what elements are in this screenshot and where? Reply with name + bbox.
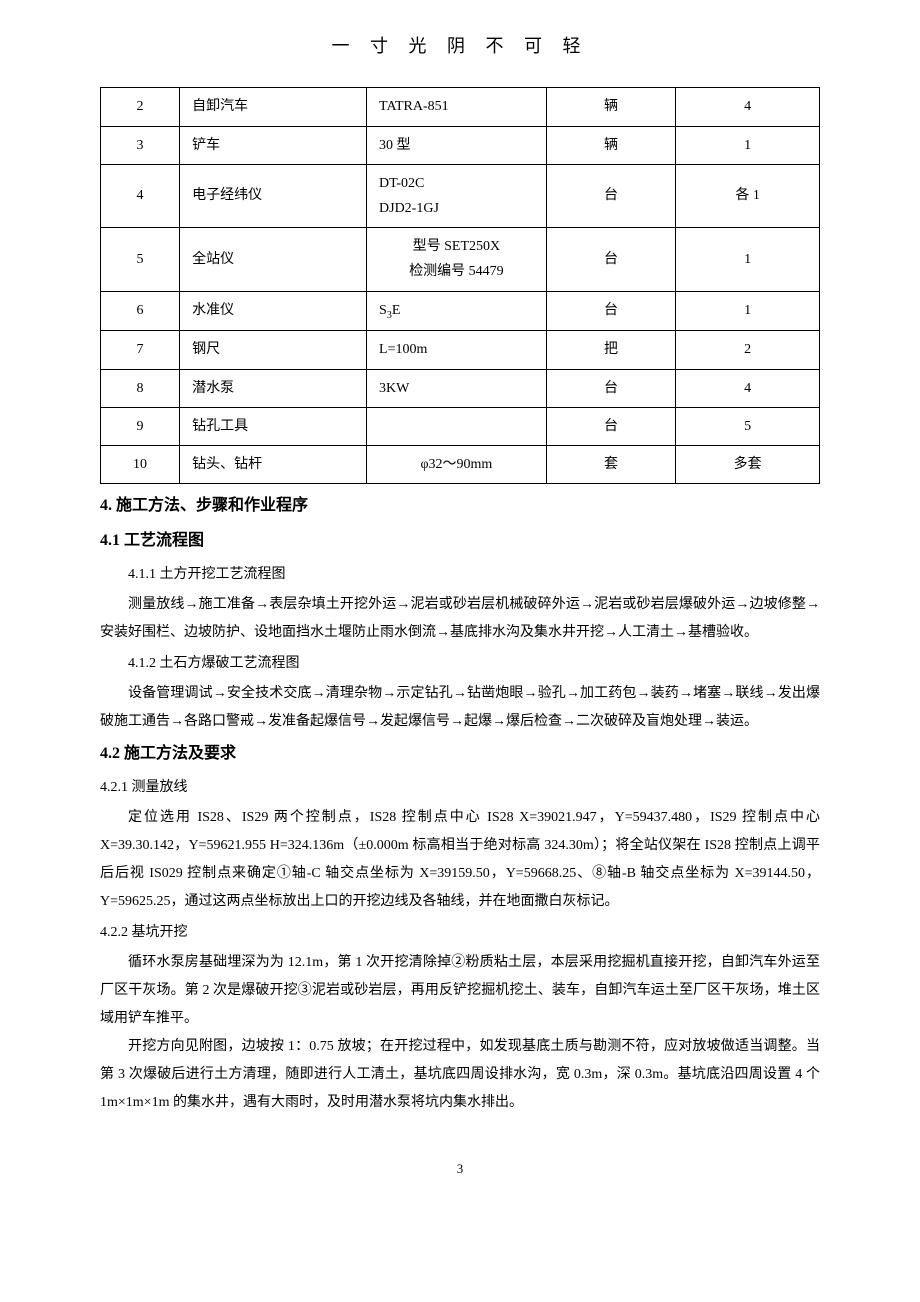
cell-unit: 台 (546, 407, 675, 445)
cell-unit: 套 (546, 445, 675, 483)
section-4-1-1-title: 4.1.1 土方开挖工艺流程图 (100, 562, 820, 587)
cell-num: 4 (101, 164, 180, 227)
cell-qty: 1 (676, 228, 820, 291)
cell-qty: 4 (676, 369, 820, 407)
table-row: 3铲车30 型辆1 (101, 126, 820, 164)
cell-spec: 30 型 (367, 126, 547, 164)
cell-num: 3 (101, 126, 180, 164)
cell-spec: S3E (367, 291, 547, 331)
cell-name: 潜水泵 (180, 369, 367, 407)
cell-unit: 台 (546, 228, 675, 291)
table-row: 5全站仪型号 SET250X检测编号 54479台1 (101, 228, 820, 291)
cell-unit: 台 (546, 291, 675, 331)
cell-name: 自卸汽车 (180, 88, 367, 126)
cell-spec: 3KW (367, 369, 547, 407)
page-header: 一 寸 光 阴 不 可 轻 (100, 30, 820, 62)
cell-unit: 辆 (546, 88, 675, 126)
cell-qty: 多套 (676, 445, 820, 483)
cell-spec: φ32～90mm (367, 445, 547, 483)
cell-name: 全站仪 (180, 228, 367, 291)
cell-name: 水准仪 (180, 291, 367, 331)
cell-unit: 台 (546, 164, 675, 227)
section-4-1-2-title: 4.1.2 土石方爆破工艺流程图 (100, 651, 820, 676)
section-4-2-title: 4.2 施工方法及要求 (100, 740, 820, 769)
cell-name: 电子经纬仪 (180, 164, 367, 227)
table-row: 9钻孔工具 台5 (101, 407, 820, 445)
table-row: 7钢尺L=100m把2 (101, 331, 820, 369)
section-4-2-1-body: 定位选用 IS28、IS29 两个控制点，IS28 控制点中心 IS28 X=3… (100, 804, 820, 916)
cell-num: 7 (101, 331, 180, 369)
cell-unit: 台 (546, 369, 675, 407)
cell-num: 8 (101, 369, 180, 407)
section-4-2-2-title: 4.2.2 基坑开挖 (100, 920, 820, 945)
cell-spec: 型号 SET250X检测编号 54479 (367, 228, 547, 291)
section-4-1-title: 4.1 工艺流程图 (100, 527, 820, 556)
table-row: 8潜水泵3KW台4 (101, 369, 820, 407)
cell-num: 9 (101, 407, 180, 445)
section-4-1-1-body-full: 测量放线→施工准备→表层杂填土开挖外运→泥岩或砂岩层机械破碎外运→泥岩或砂岩层爆… (100, 591, 820, 647)
table-row: 10钻头、钻杆φ32～90mm套多套 (101, 445, 820, 483)
cell-qty: 各 1 (676, 164, 820, 227)
cell-unit: 把 (546, 331, 675, 369)
cell-spec: L=100m (367, 331, 547, 369)
equipment-table: 2自卸汽车TATRA-851辆43铲车30 型辆14电子经纬仪DT-02CDJD… (100, 87, 820, 484)
cell-num: 10 (101, 445, 180, 483)
cell-name: 钻头、钻杆 (180, 445, 367, 483)
cell-spec: TATRA-851 (367, 88, 547, 126)
cell-qty: 4 (676, 88, 820, 126)
section-4-1-2-body: 设备管理调试→安全技术交底→清理杂物→示定钻孔→钻凿炮眼→验孔→加工药包→装药→… (100, 680, 820, 736)
cell-num: 5 (101, 228, 180, 291)
cell-unit: 辆 (546, 126, 675, 164)
cell-name: 钢尺 (180, 331, 367, 369)
section-4-title: 4. 施工方法、步骤和作业程序 (100, 492, 820, 521)
section-4-2-2-body1: 循环水泵房基础埋深为为 12.1m，第 1 次开挖清除掉②粉质粘土层，本层采用挖… (100, 949, 820, 1033)
table-row: 4电子经纬仪DT-02CDJD2-1GJ台各 1 (101, 164, 820, 227)
table-row: 6水准仪S3E台1 (101, 291, 820, 331)
cell-qty: 1 (676, 291, 820, 331)
cell-name: 铲车 (180, 126, 367, 164)
cell-num: 2 (101, 88, 180, 126)
cell-qty: 2 (676, 331, 820, 369)
cell-name: 钻孔工具 (180, 407, 367, 445)
cell-spec (367, 407, 547, 445)
cell-spec: DT-02CDJD2-1GJ (367, 164, 547, 227)
page-number: 3 (100, 1157, 820, 1180)
cell-qty: 5 (676, 407, 820, 445)
section-4-2-2-body2: 开挖方向见附图，边坡按 1：0.75 放坡；在开挖过程中，如发现基底土质与勘测不… (100, 1033, 820, 1117)
cell-qty: 1 (676, 126, 820, 164)
cell-num: 6 (101, 291, 180, 331)
section-4-2-1-title: 4.2.1 测量放线 (100, 775, 820, 800)
table-row: 2自卸汽车TATRA-851辆4 (101, 88, 820, 126)
